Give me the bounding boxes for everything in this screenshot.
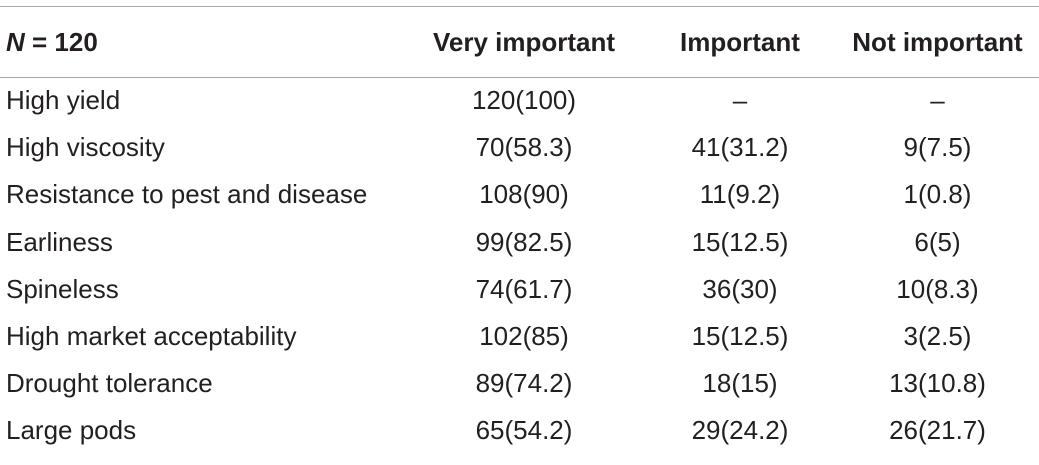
data-table: N = 120 Very important Important Not imp… xyxy=(0,7,1039,455)
header-row: N = 120 Very important Important Not imp… xyxy=(0,7,1039,77)
cell-not-important: 13(10.8) xyxy=(889,368,986,399)
cell-important: 29(24.2) xyxy=(691,415,789,446)
cell-very-important: 108(90) xyxy=(479,179,569,210)
cell-very-important: 89(74.2) xyxy=(475,368,573,399)
row-label: Spineless xyxy=(6,273,119,304)
cell-not-important: – xyxy=(930,85,945,116)
header-rule xyxy=(0,77,1039,78)
cell-important: 11(9.2) xyxy=(699,179,781,210)
table-row: Resistance to pest and disease 108(90) 1… xyxy=(0,171,1039,218)
cell-very-important: 120(100) xyxy=(471,85,577,116)
row-label: Earliness xyxy=(6,226,113,257)
top-rule xyxy=(0,6,1039,7)
cell-important: 15(12.5) xyxy=(691,226,789,257)
row-label: Drought tolerance xyxy=(6,368,213,399)
row-label: High viscosity xyxy=(6,132,165,163)
cell-very-important: 70(58.3) xyxy=(475,132,573,163)
cell-very-important: 74(61.7) xyxy=(475,273,573,304)
table-row: Large pods 65(54.2) 29(24.2) 26(21.7) xyxy=(0,407,1039,454)
cell-important: 36(30) xyxy=(702,273,778,304)
row-label: High yield xyxy=(6,85,121,116)
table-row: High yield 120(100) – – xyxy=(0,77,1039,124)
cell-not-important: 10(8.3) xyxy=(896,273,979,304)
cell-very-important: 65(54.2) xyxy=(475,415,573,446)
header-sample-size: N = 120 xyxy=(0,7,404,77)
cell-important: 15(12.5) xyxy=(691,321,789,352)
cell-very-important: 102(85) xyxy=(479,321,569,352)
cell-not-important: 3(2.5) xyxy=(903,321,972,352)
cell-not-important: 9(7.5) xyxy=(903,132,972,163)
header-n-value: = 120 xyxy=(24,26,98,57)
cell-important: – xyxy=(732,85,748,116)
cell-important: 41(31.2) xyxy=(691,132,789,163)
table-row: Spineless 74(61.7) 36(30) 10(8.3) xyxy=(0,266,1039,313)
row-label: Resistance to pest and disease xyxy=(6,179,368,210)
table-row: High viscosity 70(58.3) 41(31.2) 9(7.5) xyxy=(0,124,1039,171)
header-very-important: Very important xyxy=(432,26,616,57)
cell-important: 18(15) xyxy=(702,368,778,399)
table-row: Earliness 99(82.5) 15(12.5) 6(5) xyxy=(0,219,1039,266)
cell-not-important: 6(5) xyxy=(914,226,961,257)
header-not-important: Not important xyxy=(852,26,1023,57)
cell-not-important: 1(0.8) xyxy=(903,179,972,210)
table-body: High yield 120(100) – – High viscosity 7… xyxy=(0,77,1039,455)
row-label: High market acceptability xyxy=(6,321,297,352)
table-row: Drought tolerance 89(74.2) 18(15) 13(10.… xyxy=(0,360,1039,407)
cell-very-important: 99(82.5) xyxy=(475,226,573,257)
header-important: Important xyxy=(680,26,800,57)
cell-not-important: 26(21.7) xyxy=(889,415,986,446)
row-label: Large pods xyxy=(6,415,137,446)
header-n-label: N xyxy=(6,26,25,57)
table-row: High market acceptability 102(85) 15(12.… xyxy=(0,313,1039,360)
table-header: N = 120 Very important Important Not imp… xyxy=(0,7,1039,77)
